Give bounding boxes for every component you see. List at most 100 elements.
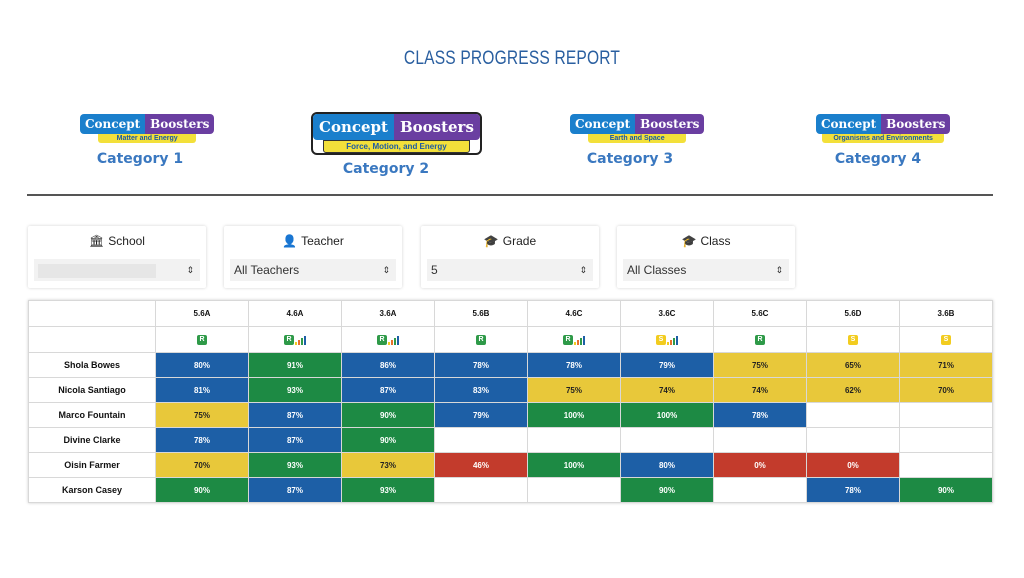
table-row: Divine Clarke 78% 87% 90% bbox=[28, 427, 993, 453]
score-cell[interactable]: 74% bbox=[713, 377, 807, 403]
score-cell[interactable]: 90% bbox=[155, 477, 249, 503]
teacher-filter-label: Teacher bbox=[301, 234, 344, 248]
empty-cell bbox=[434, 427, 528, 453]
school-filter-label: School bbox=[108, 234, 145, 248]
score-cell[interactable]: 78% bbox=[527, 352, 621, 378]
grade-filter-label: Grade bbox=[502, 234, 537, 248]
score-cell[interactable]: 87% bbox=[248, 402, 342, 428]
r-badge-icon: R bbox=[563, 334, 573, 345]
student-name[interactable]: Marco Fountain bbox=[28, 402, 156, 428]
score-cell[interactable]: 0% bbox=[806, 452, 900, 478]
logo-subtitle: Matter and Energy bbox=[98, 134, 197, 143]
score-cell[interactable]: 86% bbox=[341, 352, 435, 378]
score-cell[interactable]: 100% bbox=[527, 402, 621, 428]
graduation-cap-icon: 🎓 bbox=[681, 234, 697, 248]
score-cell[interactable]: 46% bbox=[434, 452, 528, 478]
score-cell[interactable]: 78% bbox=[806, 477, 900, 503]
school-filter: 🏛 School ⇕ bbox=[28, 226, 206, 288]
score-cell[interactable]: 78% bbox=[155, 427, 249, 453]
concept-boosters-logo: Concept Boosters Organisms and Environme… bbox=[816, 114, 951, 143]
column-header[interactable]: 5.6B bbox=[434, 300, 528, 327]
column-header[interactable]: 3.6B bbox=[899, 300, 993, 327]
teacher-select[interactable]: All Teachers ⇕ bbox=[230, 259, 396, 281]
score-cell[interactable]: 80% bbox=[155, 352, 249, 378]
score-cell[interactable]: 75% bbox=[713, 352, 807, 378]
score-cell[interactable]: 93% bbox=[248, 377, 342, 403]
concept-boosters-logo: Concept Boosters Earth and Space bbox=[570, 114, 705, 143]
grade-select[interactable]: 5 ⇕ bbox=[427, 259, 593, 281]
score-cell[interactable]: 78% bbox=[713, 402, 807, 428]
category-1[interactable]: Concept Boosters Matter and Energy Categ… bbox=[80, 114, 215, 167]
resource-badge-cell: R bbox=[434, 326, 528, 353]
category-label[interactable]: Category 3 bbox=[586, 151, 674, 167]
logo-subtitle: Force, Motion, and Energy bbox=[323, 140, 470, 153]
score-cell[interactable]: 100% bbox=[527, 452, 621, 478]
score-cell[interactable]: 93% bbox=[341, 477, 435, 503]
category-2[interactable]: Concept Boosters Force, Motion, and Ener… bbox=[311, 112, 482, 177]
column-header[interactable]: 5.6D bbox=[806, 300, 900, 327]
school-select[interactable]: ⇕ bbox=[34, 259, 200, 281]
score-cell[interactable]: 91% bbox=[248, 352, 342, 378]
score-cell[interactable]: 90% bbox=[620, 477, 714, 503]
class-select[interactable]: All Classes ⇕ bbox=[623, 259, 789, 281]
r-badge-icon: R bbox=[755, 334, 765, 345]
score-cell[interactable]: 100% bbox=[620, 402, 714, 428]
score-cell[interactable]: 74% bbox=[620, 377, 714, 403]
score-cell[interactable]: 71% bbox=[899, 352, 993, 378]
score-cell[interactable]: 90% bbox=[341, 427, 435, 453]
column-header[interactable]: 4.6C bbox=[527, 300, 621, 327]
score-cell[interactable]: 87% bbox=[341, 377, 435, 403]
bar-chart-icon bbox=[574, 335, 585, 345]
empty-cell bbox=[527, 477, 621, 503]
score-cell[interactable]: 80% bbox=[620, 452, 714, 478]
student-name[interactable]: Divine Clarke bbox=[28, 427, 156, 453]
class-filter-label: Class bbox=[700, 234, 731, 248]
resource-badge-cell: R bbox=[248, 326, 342, 353]
score-cell[interactable]: 75% bbox=[155, 402, 249, 428]
score-cell[interactable]: 65% bbox=[806, 352, 900, 378]
empty-cell bbox=[899, 427, 993, 453]
select-arrows-icon: ⇕ bbox=[579, 265, 587, 275]
category-3[interactable]: Concept Boosters Earth and Space Categor… bbox=[570, 114, 705, 167]
student-name[interactable]: Oisin Farmer bbox=[28, 452, 156, 478]
category-label[interactable]: Category 2 bbox=[342, 161, 430, 177]
column-header[interactable]: 5.6C bbox=[713, 300, 807, 327]
school-select-value bbox=[38, 263, 156, 278]
score-cell[interactable]: 70% bbox=[899, 377, 993, 403]
corner-cell bbox=[28, 300, 156, 327]
score-cell[interactable]: 90% bbox=[341, 402, 435, 428]
empty-cell bbox=[806, 427, 900, 453]
score-cell[interactable]: 75% bbox=[527, 377, 621, 403]
table-row: Shola Bowes 80% 91% 86% 78% 78% 79% 75% 65% 71% bbox=[28, 352, 993, 378]
score-cell[interactable]: 78% bbox=[434, 352, 528, 378]
score-cell[interactable]: 81% bbox=[155, 377, 249, 403]
score-cell[interactable]: 0% bbox=[713, 452, 807, 478]
concept-boosters-logo: Concept Boosters Matter and Energy bbox=[80, 114, 215, 143]
column-header[interactable]: 3.6A bbox=[341, 300, 435, 327]
score-cell[interactable]: 87% bbox=[248, 477, 342, 503]
student-name[interactable]: Shola Bowes bbox=[28, 352, 156, 378]
score-cell[interactable]: 79% bbox=[620, 352, 714, 378]
teacher-select-value: All Teachers bbox=[234, 263, 300, 277]
score-cell[interactable]: 87% bbox=[248, 427, 342, 453]
category-label[interactable]: Category 1 bbox=[96, 151, 184, 167]
logo-left-text: Concept bbox=[80, 114, 146, 134]
select-arrows-icon: ⇕ bbox=[382, 265, 390, 275]
table-row: Karson Casey 90% 87% 93% 90% 78% 90% bbox=[28, 477, 993, 503]
score-cell[interactable]: 90% bbox=[899, 477, 993, 503]
score-cell[interactable]: 93% bbox=[248, 452, 342, 478]
score-cell[interactable]: 70% bbox=[155, 452, 249, 478]
score-cell[interactable]: 83% bbox=[434, 377, 528, 403]
student-name[interactable]: Nicola Santiago bbox=[28, 377, 156, 403]
category-label[interactable]: Category 4 bbox=[834, 151, 922, 167]
column-header[interactable]: 3.6C bbox=[620, 300, 714, 327]
score-cell[interactable]: 79% bbox=[434, 402, 528, 428]
s-badge-icon: S bbox=[848, 334, 858, 345]
category-4[interactable]: Concept Boosters Organisms and Environme… bbox=[816, 114, 951, 167]
column-header[interactable]: 5.6A bbox=[155, 300, 249, 327]
score-cell[interactable]: 73% bbox=[341, 452, 435, 478]
score-cell[interactable]: 62% bbox=[806, 377, 900, 403]
column-header[interactable]: 4.6A bbox=[248, 300, 342, 327]
student-name[interactable]: Karson Casey bbox=[28, 477, 156, 503]
graduation-cap-icon: 🎓 bbox=[483, 234, 499, 248]
